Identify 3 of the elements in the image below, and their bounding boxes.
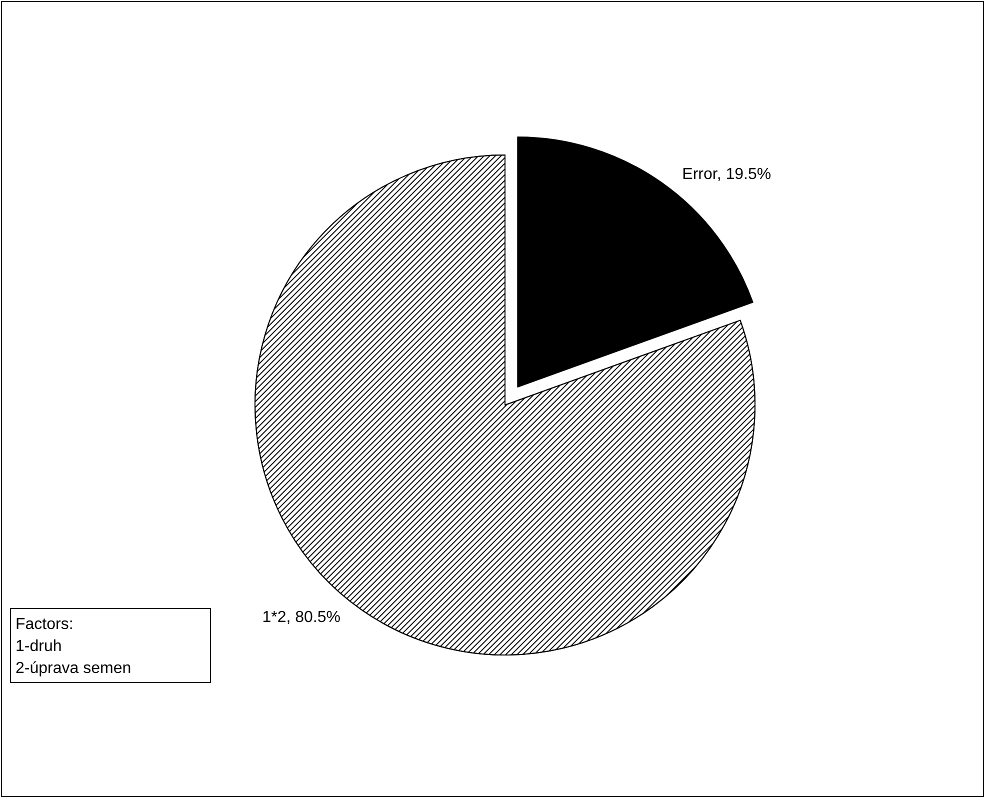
slice-label: Error, 19.5% xyxy=(682,166,772,183)
slice-label: 1*2, 80.5% xyxy=(262,609,340,626)
text: Factors: 1-druh 2-úprava semen xyxy=(16,616,132,677)
